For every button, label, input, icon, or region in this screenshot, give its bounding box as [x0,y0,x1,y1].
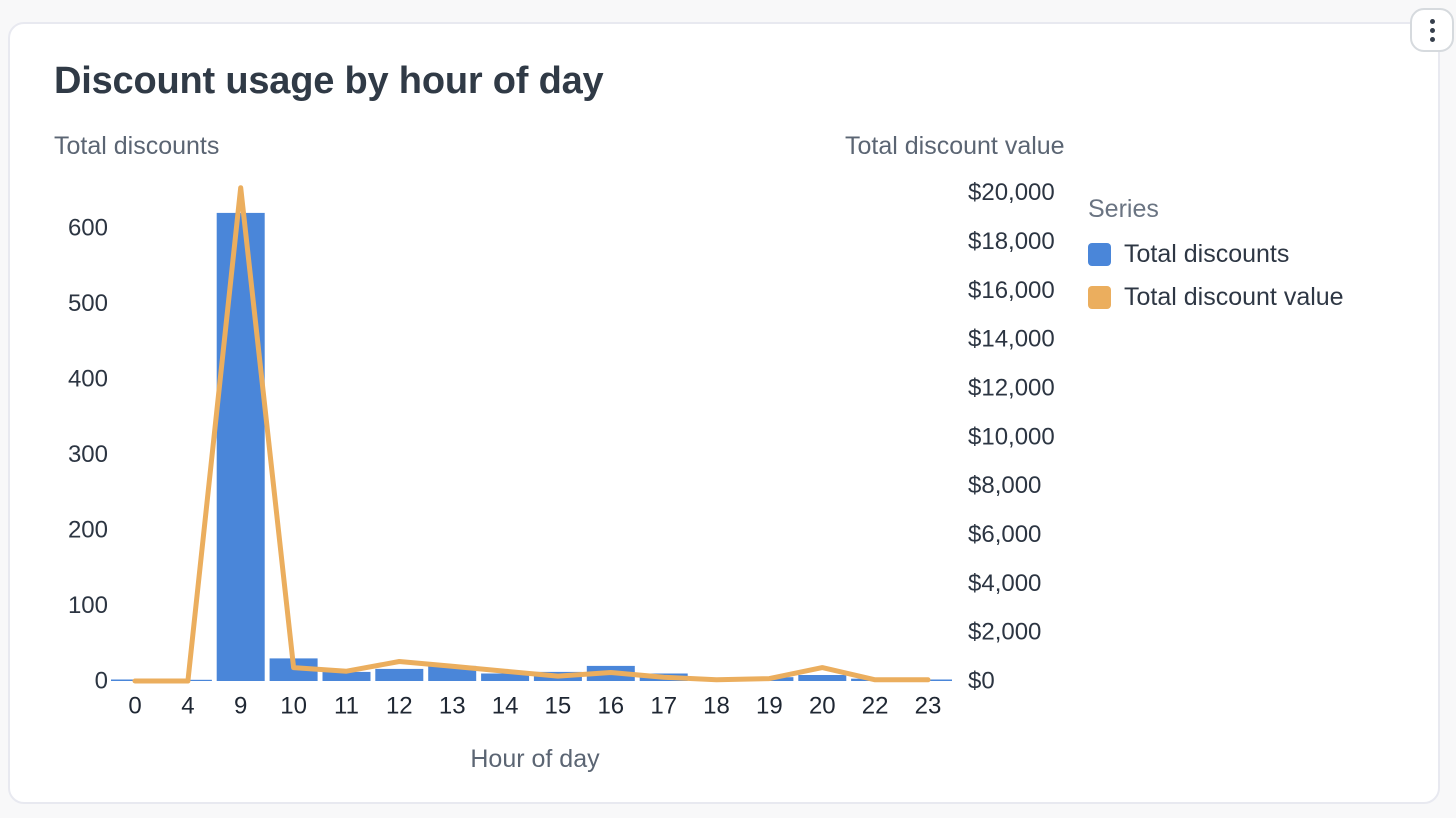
right-axis-tick: $6,000 [968,521,1041,548]
x-axis-tick-hour-16: 16 [597,693,624,720]
x-axis-tick-hour-0: 0 [128,693,141,720]
right-axis-tick: $16,000 [968,277,1055,304]
legend-item-total-discount-value[interactable]: Total discount value [1088,283,1344,312]
legend-item-total-discounts[interactable]: Total discounts [1088,240,1344,269]
right-axis-title: Total discount value [845,132,1065,160]
x-axis-tick-hour-22: 22 [862,693,889,720]
left-axis-tick: 100 [68,592,108,619]
legend-swatch-total-discounts [1088,243,1111,266]
x-axis-title: Hour of day [470,745,600,773]
bar-hour-12[interactable] [375,668,424,681]
left-axis-tick: 0 [95,668,108,695]
x-axis-tick-hour-19: 19 [756,693,783,720]
left-axis-tick: 300 [68,441,108,468]
card-options-menu-button[interactable] [1410,8,1454,52]
x-axis-tick-hour-13: 13 [439,693,466,720]
x-axis-tick-hour-23: 23 [915,693,942,720]
bar-hour-14[interactable] [481,673,530,682]
chart-legend: Series Total discounts Total discount va… [1088,195,1344,326]
right-axis-tick: $14,000 [968,326,1055,353]
right-axis-tick: $4,000 [968,570,1041,597]
x-axis-tick-hour-11: 11 [334,693,359,720]
right-axis-tick: $8,000 [968,472,1041,499]
x-axis-tick-hour-20: 20 [809,693,836,720]
bar-hour-20[interactable] [798,675,847,681]
legend-label-total-discounts: Total discounts [1124,240,1290,268]
legend-swatch-total-discount-value [1088,286,1111,309]
bar-hour-11[interactable] [322,671,371,681]
right-axis-tick: $2,000 [968,619,1041,646]
legend-label-total-discount-value: Total discount value [1124,283,1344,311]
x-axis-tick-hour-18: 18 [703,693,730,720]
right-axis-tick: $18,000 [968,228,1055,255]
x-axis-tick-hour-10: 10 [280,693,307,720]
right-axis-tick: $0 [968,668,995,695]
x-axis-tick-hour-17: 17 [650,693,677,720]
total-discount-value-line[interactable] [132,185,931,684]
left-axis-tick: 500 [68,290,108,317]
bar-hour-9[interactable] [216,212,265,681]
chart-title: Discount usage by hour of day [54,60,604,102]
right-axis-tick: $10,000 [968,423,1055,450]
left-axis-title: Total discounts [54,132,220,160]
vertical-ellipsis-icon [1429,18,1435,24]
legend-title: Series [1088,195,1159,223]
right-axis-tick: $20,000 [968,179,1055,206]
left-axis-tick: 200 [68,517,108,544]
x-axis-tick-hour-12: 12 [386,693,413,720]
x-axis-tick-hour-9: 9 [234,693,247,720]
left-axis-tick: 600 [68,215,108,242]
left-axis-tick: 400 [68,366,108,393]
right-axis-tick: $12,000 [968,375,1055,402]
x-axis-tick-hour-15: 15 [545,693,572,720]
x-axis-tick-hour-14: 14 [492,693,519,720]
x-axis-tick-hour-4: 4 [181,693,194,720]
